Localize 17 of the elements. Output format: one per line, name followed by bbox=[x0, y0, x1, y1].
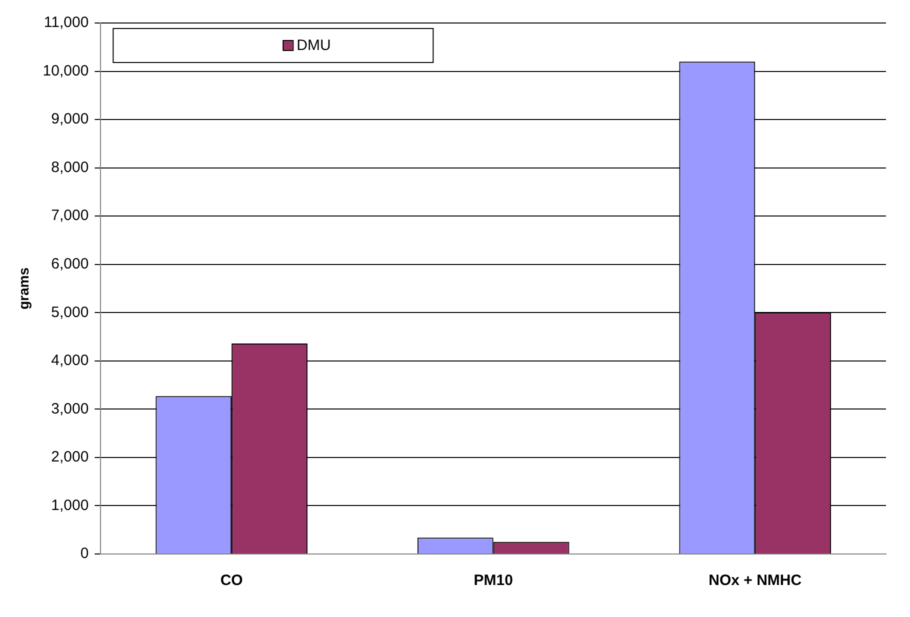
y-tick-label: 5,000 bbox=[51, 304, 89, 321]
y-tick-label: 11,000 bbox=[44, 14, 89, 32]
y-tick-label: 6,000 bbox=[51, 256, 89, 273]
x-tick-label: NOx + NMHC bbox=[708, 572, 802, 590]
legend-label: DMU bbox=[296, 37, 331, 54]
y-tick-label: 3,000 bbox=[51, 400, 89, 418]
y-tick-label: 0 bbox=[80, 545, 89, 562]
y-tick-label: 4,000 bbox=[51, 352, 89, 370]
y-tick-label: 1,000 bbox=[51, 496, 89, 514]
y-tick-label: 9,000 bbox=[51, 110, 89, 128]
y-tick-label: 7,000 bbox=[51, 207, 89, 224]
y-tick-label: 10,000 bbox=[42, 62, 89, 80]
x-tick-label: CO bbox=[220, 572, 244, 590]
x-tick-label: PM10 bbox=[474, 572, 513, 590]
y-tick-label: 2,000 bbox=[51, 448, 89, 466]
y-tick-label: 8,000 bbox=[51, 158, 89, 176]
y-axis-title: grams bbox=[15, 267, 32, 310]
